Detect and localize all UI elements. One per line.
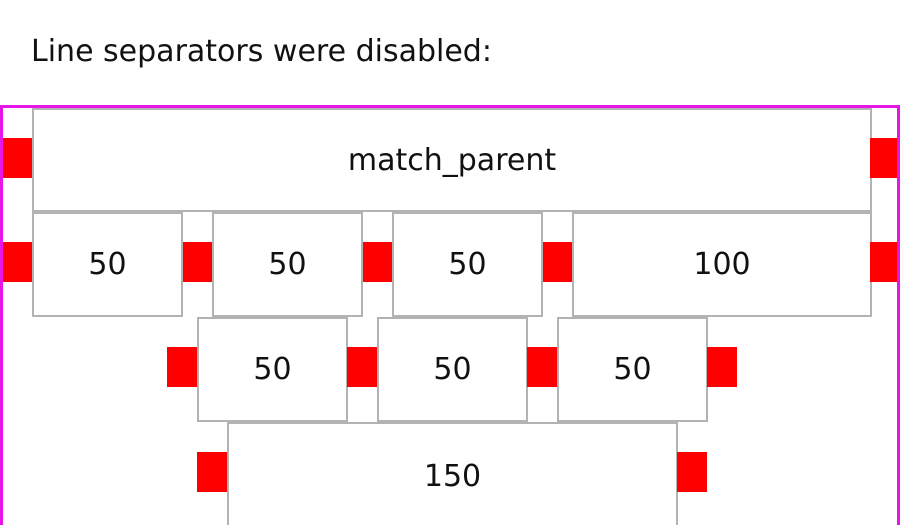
item-label: 50 xyxy=(433,352,472,387)
item-label: 50 xyxy=(88,247,127,282)
separator xyxy=(707,347,737,387)
separator xyxy=(870,138,897,178)
item-label: 50 xyxy=(448,247,487,282)
item-label: 100 xyxy=(693,247,751,282)
item-label: 50 xyxy=(253,352,292,387)
separator xyxy=(167,347,197,387)
separator xyxy=(527,347,557,387)
page-heading: Line separators were disabled: xyxy=(31,34,492,69)
separator xyxy=(347,347,377,387)
item-100: 100 xyxy=(572,212,872,317)
separator xyxy=(543,242,573,282)
item-label: 50 xyxy=(268,247,307,282)
item-50: 50 xyxy=(392,212,543,317)
separator xyxy=(183,242,213,282)
item-50: 50 xyxy=(197,317,348,422)
separator xyxy=(677,452,707,492)
item-50: 50 xyxy=(557,317,708,422)
item-150: 150 xyxy=(227,422,678,525)
separator xyxy=(3,138,33,178)
item-label: 50 xyxy=(613,352,652,387)
separator xyxy=(363,242,393,282)
separator xyxy=(3,242,33,282)
item-match-parent: match_parent xyxy=(32,108,872,212)
item-50: 50 xyxy=(32,212,183,317)
separator xyxy=(197,452,227,492)
item-50: 50 xyxy=(377,317,528,422)
item-50: 50 xyxy=(212,212,363,317)
item-label: match_parent xyxy=(347,142,557,178)
item-label: 150 xyxy=(423,458,482,494)
separator xyxy=(870,242,897,282)
flex-container: match_parent 50 50 50 100 50 50 50 150 xyxy=(0,105,900,525)
